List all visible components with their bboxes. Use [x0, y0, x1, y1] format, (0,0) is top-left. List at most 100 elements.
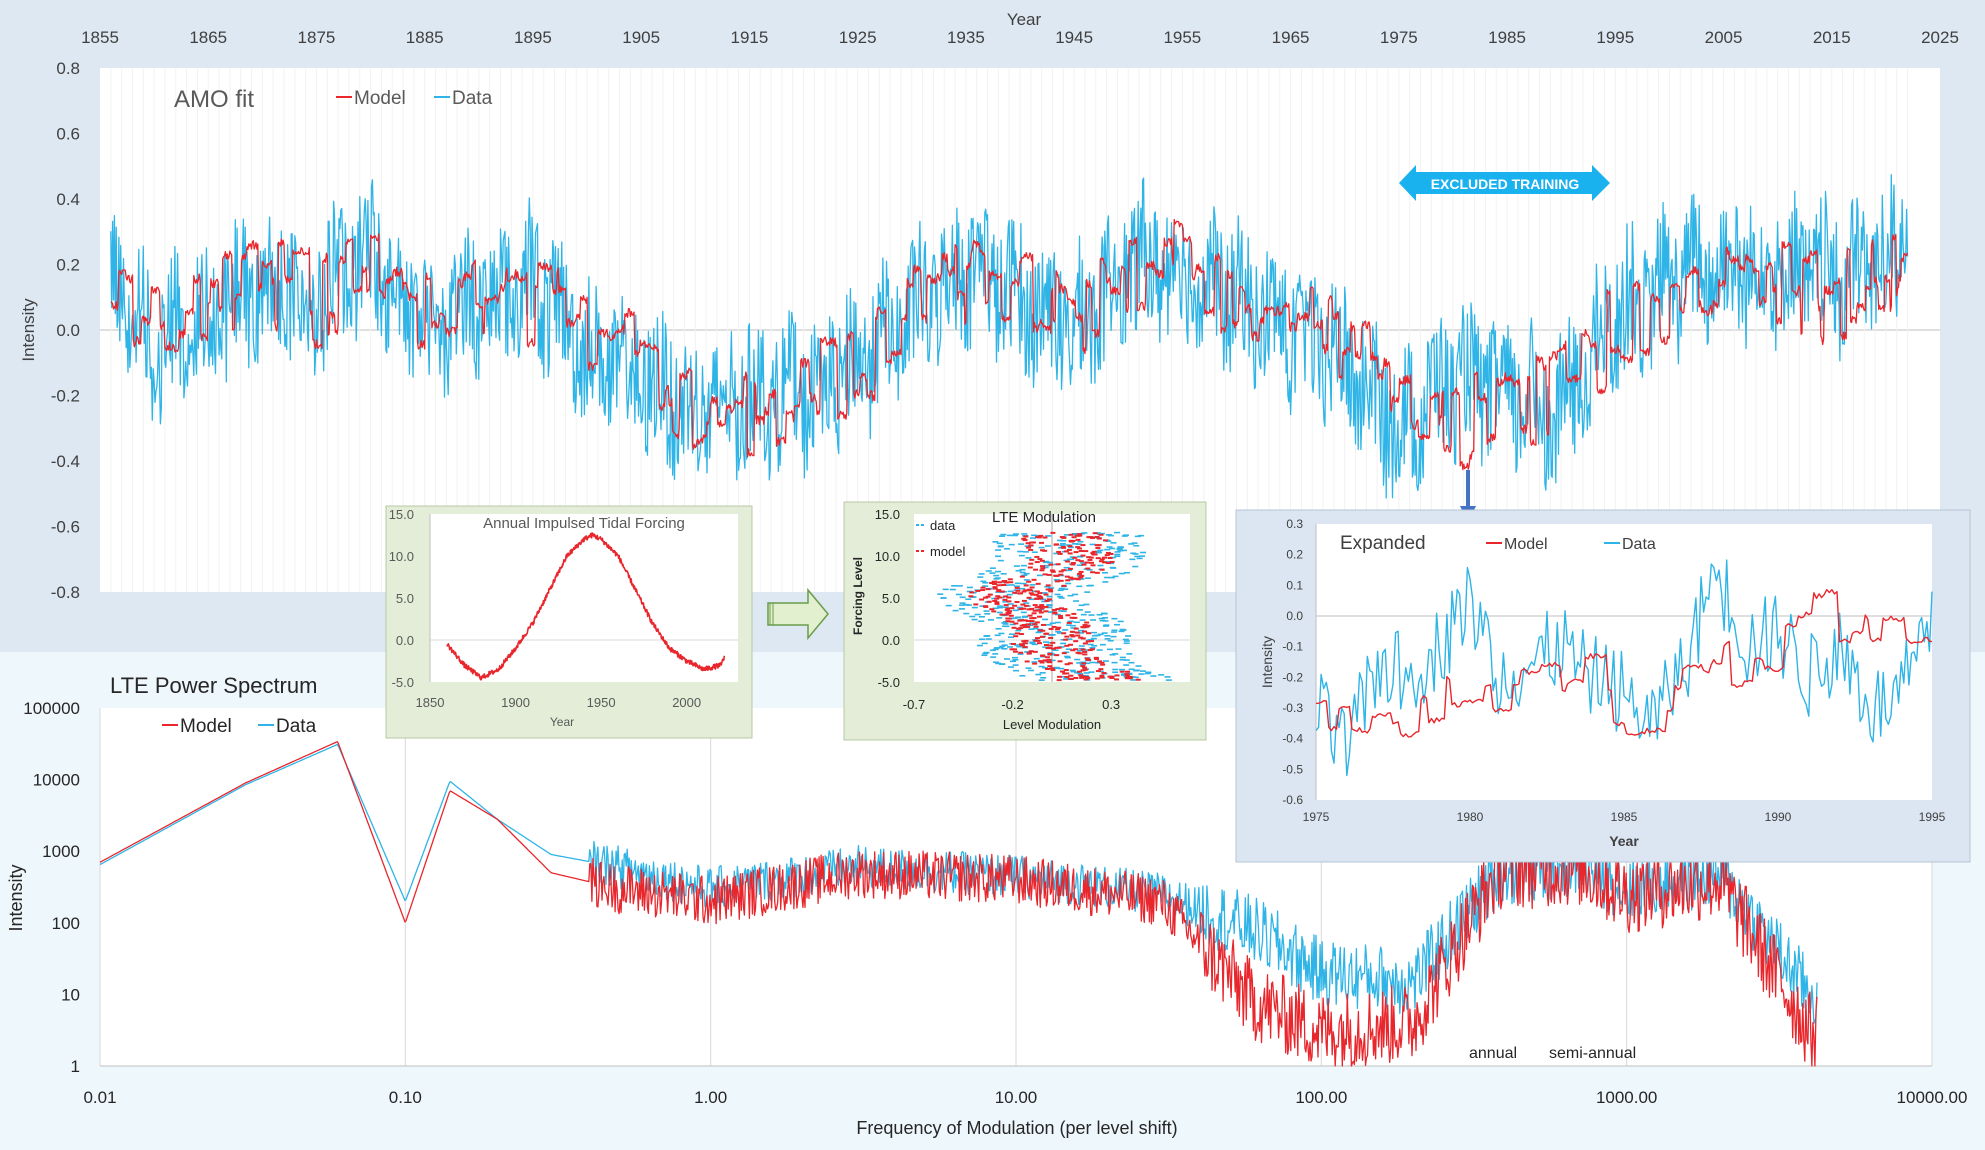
amo-x-tick-13: 1985: [1488, 28, 1526, 47]
spectrum-y-tick-5: 1: [71, 1057, 80, 1076]
tidal-y-tick-1: 10.0: [389, 549, 414, 564]
spectrum-x-tick-2: 1.00: [694, 1088, 727, 1107]
amo-x-tick-1: 1865: [189, 28, 227, 47]
tidal-y-tick-4: -5.0: [392, 675, 414, 690]
tidal-x-axis-label: Year: [550, 715, 574, 729]
spectrum-y-axis-label: Intensity: [6, 864, 26, 931]
expanded-y-tick-9: -0.6: [1282, 793, 1303, 807]
tidal-series-line: [446, 532, 726, 681]
expanded-x-axis-label: Year: [1609, 833, 1639, 849]
expanded-chart-title: Expanded: [1340, 533, 1426, 554]
spectrum-gridlines: [99, 708, 1933, 1067]
amo-model-line: [110, 218, 1909, 471]
amo-x-tick-12: 1975: [1380, 28, 1418, 47]
amo-series-lines: [110, 174, 1909, 499]
amo-y-tick-2: 0.4: [56, 190, 80, 209]
spectrum-y-tick-labels: 100000 10000 1000 100 10 1: [23, 699, 80, 1076]
spectrum-x-tick-4: 100.00: [1295, 1088, 1347, 1107]
expanded-x-tick-4: 1995: [1919, 810, 1946, 824]
amo-y-tick-labels: 0.8 0.6 0.4 0.2 0.0 -0.2 -0.4 -0.6 -0.8: [51, 59, 80, 602]
lte-x-tick-2: 0.3: [1102, 697, 1120, 712]
spectrum-legend-model-label: Model: [180, 716, 232, 737]
tidal-y-tick-2: 5.0: [396, 591, 414, 606]
amo-y-tick-6: -0.4: [51, 452, 80, 471]
lte-x-tick-0: -0.7: [903, 697, 925, 712]
expanded-y-tick-1: 0.2: [1286, 548, 1303, 562]
spectrum-model-line: [99, 741, 1818, 1067]
expanded-y-axis-label: Intensity: [1259, 636, 1275, 688]
spectrum-x-tick-labels: 0.01 0.10 1.00 10.00 100.00 1000.00 10000.00: [83, 1088, 1967, 1107]
lte-y-axis-label: Forcing Level: [851, 557, 865, 635]
expanded-x-tick-1: 1980: [1457, 810, 1484, 824]
amo-y-tick-1: 0.6: [56, 125, 80, 144]
spectrum-legend-data-label: Data: [276, 716, 317, 737]
amo-x-tick-labels: 1855 1865 1875 1885 1895 1905 1915 1925 1935 1945…: [81, 28, 1959, 47]
tidal-x-tick-2: 1950: [587, 695, 616, 710]
amo-x-tick-5: 1905: [622, 28, 660, 47]
expanded-y-tick-4: -0.1: [1282, 640, 1303, 654]
lte-y-tick-4: -5.0: [878, 675, 900, 690]
amo-x-tick-2: 1875: [298, 28, 336, 47]
amo-y-tick-4: 0.0: [56, 321, 80, 340]
excluded-training-label: EXCLUDED TRAINING: [1431, 176, 1580, 192]
spectrum-y-tick-0: 100000: [23, 699, 80, 718]
spectrum-x-tick-3: 10.00: [995, 1088, 1038, 1107]
spectrum-series-lines: [99, 741, 1818, 1067]
expanded-y-tick-6: -0.3: [1282, 701, 1303, 715]
spectrum-y-tick-4: 10: [61, 985, 80, 1004]
lte-y-tick-3: 0.0: [882, 633, 900, 648]
expanded-x-tick-0: 1975: [1303, 810, 1330, 824]
amo-x-tick-9: 1945: [1055, 28, 1093, 47]
lte-modulation-inset: -0.7 -0.2 0.3 15.0 10.0 5.0 0.0 -5.0 LTE Modul…: [843, 501, 1207, 741]
tidal-x-tick-0: 1850: [416, 695, 445, 710]
amo-y-tick-3: 0.2: [56, 256, 80, 275]
amo-data-line: [110, 174, 1909, 499]
amo-x-tick-17: 2025: [1921, 28, 1959, 47]
lte-y-tick-labels: 15.0 10.0 5.0 0.0 -5.0: [875, 507, 900, 690]
spectrum-y-tick-2: 1000: [42, 842, 80, 861]
excluded-training-arrow: EXCLUDED TRAINING: [1399, 165, 1610, 201]
lte-y-tick-1: 10.0: [875, 549, 900, 564]
lte-scatter-points: [937, 531, 1172, 682]
expanded-model-line: [1315, 589, 1933, 738]
spectrum-x-axis-label: Frequency of Modulation (per level shift…: [856, 1118, 1177, 1138]
lte-legend-data-label: data: [930, 518, 956, 533]
lte-x-tick-1: -0.2: [1001, 697, 1023, 712]
amo-x-tick-15: 2005: [1705, 28, 1743, 47]
expanded-y-tick-7: -0.4: [1282, 732, 1303, 746]
spectrum-y-tick-1: 10000: [33, 771, 80, 790]
amo-x-axis-label: Year: [1007, 10, 1042, 29]
spectrum-chart-title: LTE Power Spectrum: [110, 673, 317, 698]
amo-x-tick-10: 1955: [1163, 28, 1201, 47]
expanded-y-tick-3: 0.0: [1286, 609, 1303, 623]
amo-x-tick-4: 1895: [514, 28, 552, 47]
semi-annual-annotation: semi-annual: [1549, 1045, 1636, 1062]
amo-y-tick-8: -0.8: [51, 583, 80, 602]
amo-y-axis-label: Intensity: [19, 298, 38, 362]
expanded-y-tick-2: 0.1: [1286, 578, 1303, 592]
expanded-legend-data-label: Data: [1622, 536, 1656, 553]
annual-annotation: annual: [1469, 1045, 1517, 1062]
expanded-x-tick-3: 1990: [1765, 810, 1792, 824]
amo-x-tick-14: 1995: [1596, 28, 1634, 47]
connector-block-arrow: [767, 587, 829, 641]
expanded-gridlines: [1315, 524, 1932, 800]
tidal-chart-title: Annual Impulsed Tidal Forcing: [483, 515, 685, 532]
tidal-y-tick-0: 15.0: [389, 507, 414, 522]
tidal-y-tick-3: 0.0: [396, 633, 414, 648]
lte-chart-title: LTE Modulation: [992, 509, 1096, 526]
spectrum-x-tick-0: 0.01: [83, 1088, 116, 1107]
amo-x-tick-3: 1885: [406, 28, 444, 47]
tidal-x-tick-1: 1900: [501, 695, 530, 710]
amo-x-tick-6: 1915: [730, 28, 768, 47]
tidal-forcing-line: [446, 532, 726, 681]
expanded-series-lines: [1315, 559, 1933, 777]
expanded-y-tick-labels: 0.3 0.2 0.1 0.0 -0.1 -0.2 -0.3 -0.4 -0.5 -0.6: [1282, 517, 1303, 807]
amo-chart-title: AMO fit: [174, 86, 254, 113]
tidal-y-tick-labels: 15.0 10.0 5.0 0.0 -5.0: [389, 507, 414, 690]
connector-arrow: [767, 587, 829, 641]
amo-legend-model-label: Model: [354, 88, 406, 109]
expanded-plot-area: [1316, 524, 1932, 800]
expanded-x-tick-2: 1985: [1611, 810, 1638, 824]
expanded-legend-model-label: Model: [1504, 536, 1548, 553]
